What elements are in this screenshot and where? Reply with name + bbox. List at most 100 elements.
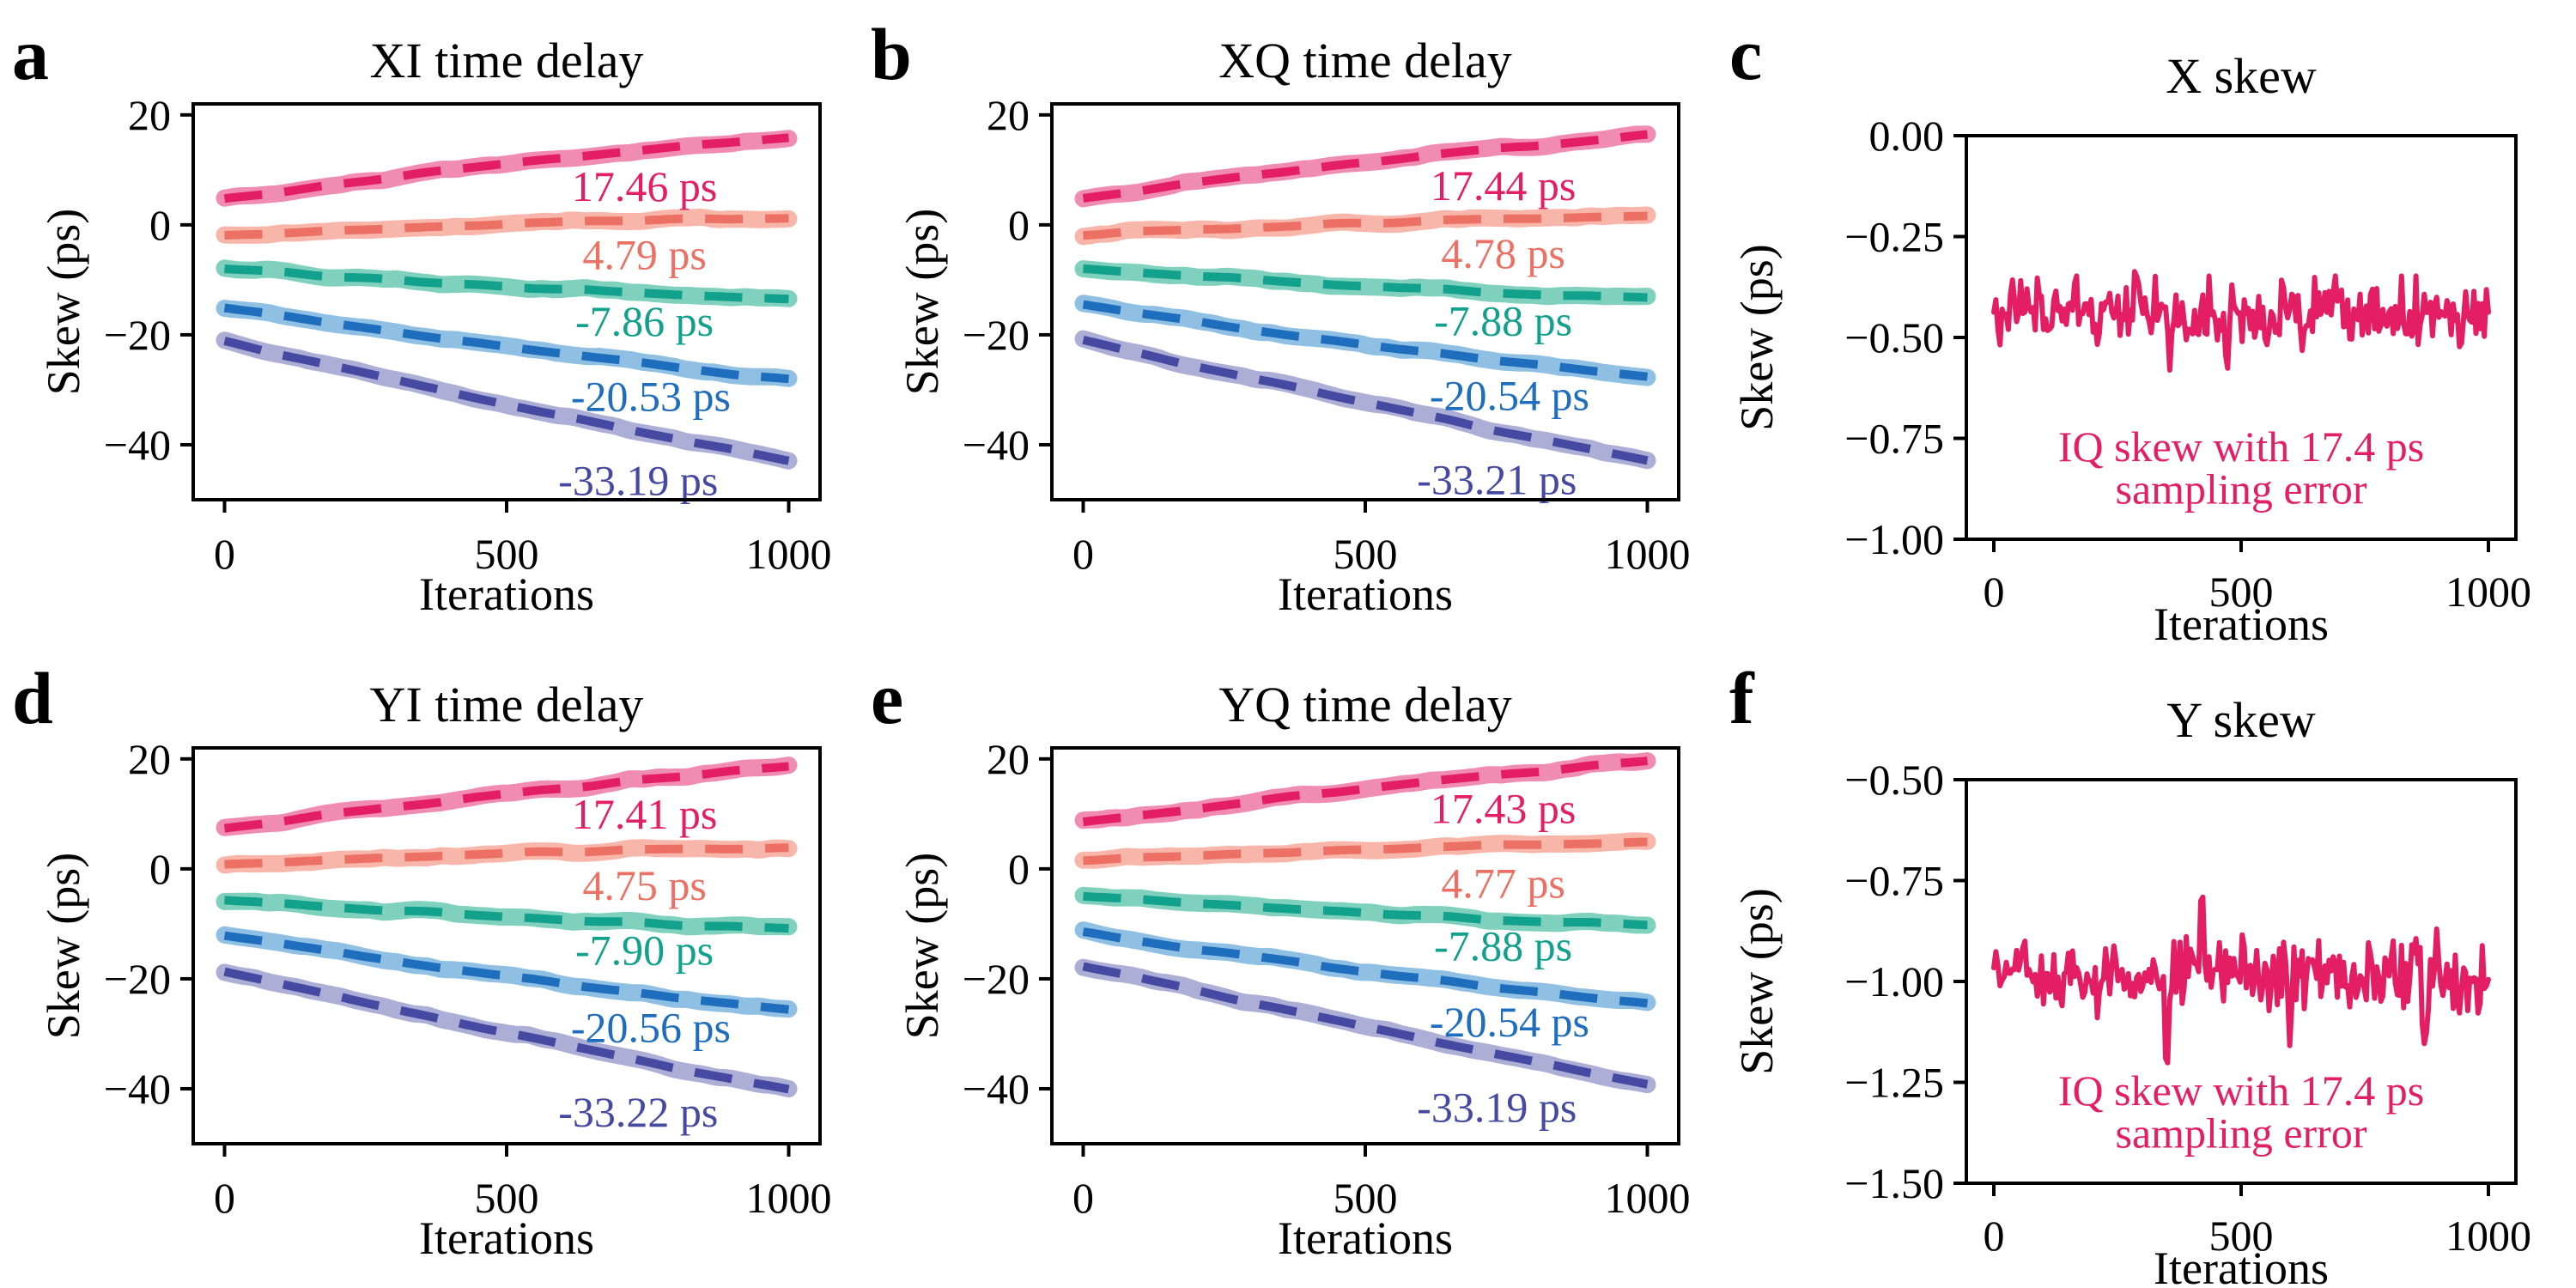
plot-frame xyxy=(1965,134,2518,541)
series-value-label-3: -20.54 ps xyxy=(1430,998,1589,1046)
series-value-label-0: 17.46 ps xyxy=(572,162,717,210)
y-tick-label: −20 xyxy=(104,955,171,1003)
y-tick-label: −0.75 xyxy=(1844,857,1944,905)
chart-title: Y skew xyxy=(2166,692,2316,748)
y-tick-label: −0.75 xyxy=(1844,415,1944,463)
y-tick-label: −1.00 xyxy=(1844,957,1944,1005)
y-tick-label: 20 xyxy=(987,91,1030,139)
annotation-line-0: IQ skew with 17.4 ps xyxy=(2058,422,2424,471)
y-tick-label: −40 xyxy=(104,421,171,469)
x-tick-label: 0 xyxy=(214,530,235,578)
series-value-label-1: 4.79 ps xyxy=(582,230,706,278)
panel-e: e YQ time delay Skew (ps) Iterations 20 0 −20 −… xyxy=(859,644,1717,1288)
series-fit-dashed-2 xyxy=(224,896,789,933)
panel-b: b XQ time delay Skew (ps) Iterations 20 0 −20 −… xyxy=(859,0,1717,644)
chart-title: XI time delay xyxy=(370,33,644,88)
panel-letter-c: c xyxy=(1729,13,1762,95)
series-value-label-4: -33.21 ps xyxy=(1417,455,1577,503)
y-tick-label: −0.50 xyxy=(1844,756,1944,804)
panel-letter-f: f xyxy=(1729,657,1755,739)
x-tick-label: 1000 xyxy=(2445,1212,2531,1260)
x-tick-label: 500 xyxy=(2209,568,2274,616)
plot-frame xyxy=(191,102,822,501)
x-tick-label: 1000 xyxy=(2445,568,2531,616)
panel-f: f Y skew Skew (ps) Iterations −0.50 −0.75 −1.0… xyxy=(1717,644,2576,1288)
series-fit-dashed-2 xyxy=(1083,264,1648,302)
panel-letter-e: e xyxy=(871,657,903,739)
x-axis-label: Iterations xyxy=(1278,1212,1453,1264)
series-value-label-2: -7.88 ps xyxy=(1434,296,1572,344)
annotation-line-1: sampling error xyxy=(2116,465,2367,513)
series-fit-dashed-4 xyxy=(223,337,790,465)
plot-frame xyxy=(191,746,822,1145)
series-fit-dashed-1 xyxy=(224,214,789,240)
panel-letter-d: d xyxy=(12,657,53,739)
panel-d: d YI time delay Skew (ps) Iterations 20 0 −20 −… xyxy=(0,644,859,1288)
annotation-line-1: sampling error xyxy=(2116,1109,2367,1157)
y-axis-label: Skew (ps) xyxy=(38,209,89,395)
series-value-label-3: -20.56 ps xyxy=(571,1003,731,1051)
y-tick-label: −40 xyxy=(963,421,1030,469)
y-axis-label: Skew (ps) xyxy=(896,209,948,395)
series-fit-dashed-4 xyxy=(223,967,790,1094)
x-tick-label: 0 xyxy=(1072,530,1094,578)
y-tick-label: 0 xyxy=(149,845,171,893)
chart-e: e YQ time delay Skew (ps) Iterations 20 0 −20 −… xyxy=(871,657,1691,1264)
y-tick-label: −0.25 xyxy=(1844,213,1944,261)
series-value-label-0: 17.41 ps xyxy=(572,790,717,838)
panel-letter-b: b xyxy=(871,13,912,95)
series-fit-dashed-4 xyxy=(1082,962,1649,1089)
y-tick-label: 0 xyxy=(1008,845,1030,893)
x-tick-label: 1000 xyxy=(1605,530,1691,578)
y-tick-label: −1.00 xyxy=(1844,515,1944,563)
y-tick-label: −0.50 xyxy=(1844,313,1944,361)
y-tick-label: 0.00 xyxy=(1869,112,1945,160)
chart-f: f Y skew Skew (ps) Iterations −0.50 −0.75 −1.0… xyxy=(1729,657,2531,1288)
series-value-label-4: -33.22 ps xyxy=(558,1088,718,1136)
x-tick-label: 0 xyxy=(1984,1212,2005,1260)
x-tick-label: 500 xyxy=(1334,530,1398,578)
series-fit-dashed-1 xyxy=(224,843,789,869)
chart-title: YQ time delay xyxy=(1218,677,1511,732)
series-value-label-1: 4.75 ps xyxy=(582,861,706,909)
series-fit-dashed-0 xyxy=(1082,756,1648,827)
chart-b: b XQ time delay Skew (ps) Iterations 20 0 −20 −… xyxy=(871,13,1691,620)
x-tick-label: 500 xyxy=(475,530,539,578)
series-fit-dashed-3 xyxy=(223,303,789,384)
series-fit-dashed-0 xyxy=(223,762,789,833)
series-fit-dashed-0 xyxy=(223,133,789,204)
y-axis-label: Skew (ps) xyxy=(38,853,89,1039)
series-value-label-2: -7.88 ps xyxy=(1434,922,1572,970)
chart-title: X skew xyxy=(2166,48,2317,104)
y-tick-label: 20 xyxy=(128,91,171,139)
series-value-label-1: 4.77 ps xyxy=(1441,860,1564,908)
series-value-label-3: -20.54 ps xyxy=(1430,371,1589,419)
y-tick-label: −1.50 xyxy=(1844,1159,1944,1207)
panel-c: c X skew Skew (ps) Iterations 0.00 −0.25 −0.50… xyxy=(1717,0,2576,650)
y-tick-label: −20 xyxy=(963,311,1030,359)
x-tick-label: 1000 xyxy=(746,1174,832,1222)
x-tick-label: 500 xyxy=(475,1174,539,1222)
x-tick-label: 500 xyxy=(2209,1212,2274,1260)
y-tick-label: −20 xyxy=(104,311,171,359)
skew-trace xyxy=(1991,894,2491,1066)
chart-c: c X skew Skew (ps) Iterations 0.00 −0.25 −0.50… xyxy=(1729,13,2531,650)
series-value-label-4: -33.19 ps xyxy=(558,457,718,505)
chart-d: d YI time delay Skew (ps) Iterations 20 0 −20 −… xyxy=(12,657,832,1264)
y-axis-label: Skew (ps) xyxy=(1731,244,1783,430)
series-value-label-3: -20.53 ps xyxy=(571,373,731,421)
y-axis-label: Skew (ps) xyxy=(1731,888,1783,1074)
series-fit-dashed-3 xyxy=(1082,927,1649,1008)
series-value-label-2: -7.86 ps xyxy=(575,297,714,345)
plot-frame xyxy=(1050,746,1680,1145)
series-value-label-0: 17.44 ps xyxy=(1431,161,1576,210)
x-tick-label: 1000 xyxy=(746,530,832,578)
plot-frame xyxy=(1050,102,1680,501)
y-tick-label: 20 xyxy=(987,735,1030,783)
series-fit-dashed-4 xyxy=(1082,336,1649,465)
x-tick-label: 0 xyxy=(1984,568,2005,616)
y-axis-label: Skew (ps) xyxy=(896,853,948,1039)
series-fit-dashed-3 xyxy=(223,931,790,1014)
x-tick-label: 1000 xyxy=(1605,1174,1691,1222)
